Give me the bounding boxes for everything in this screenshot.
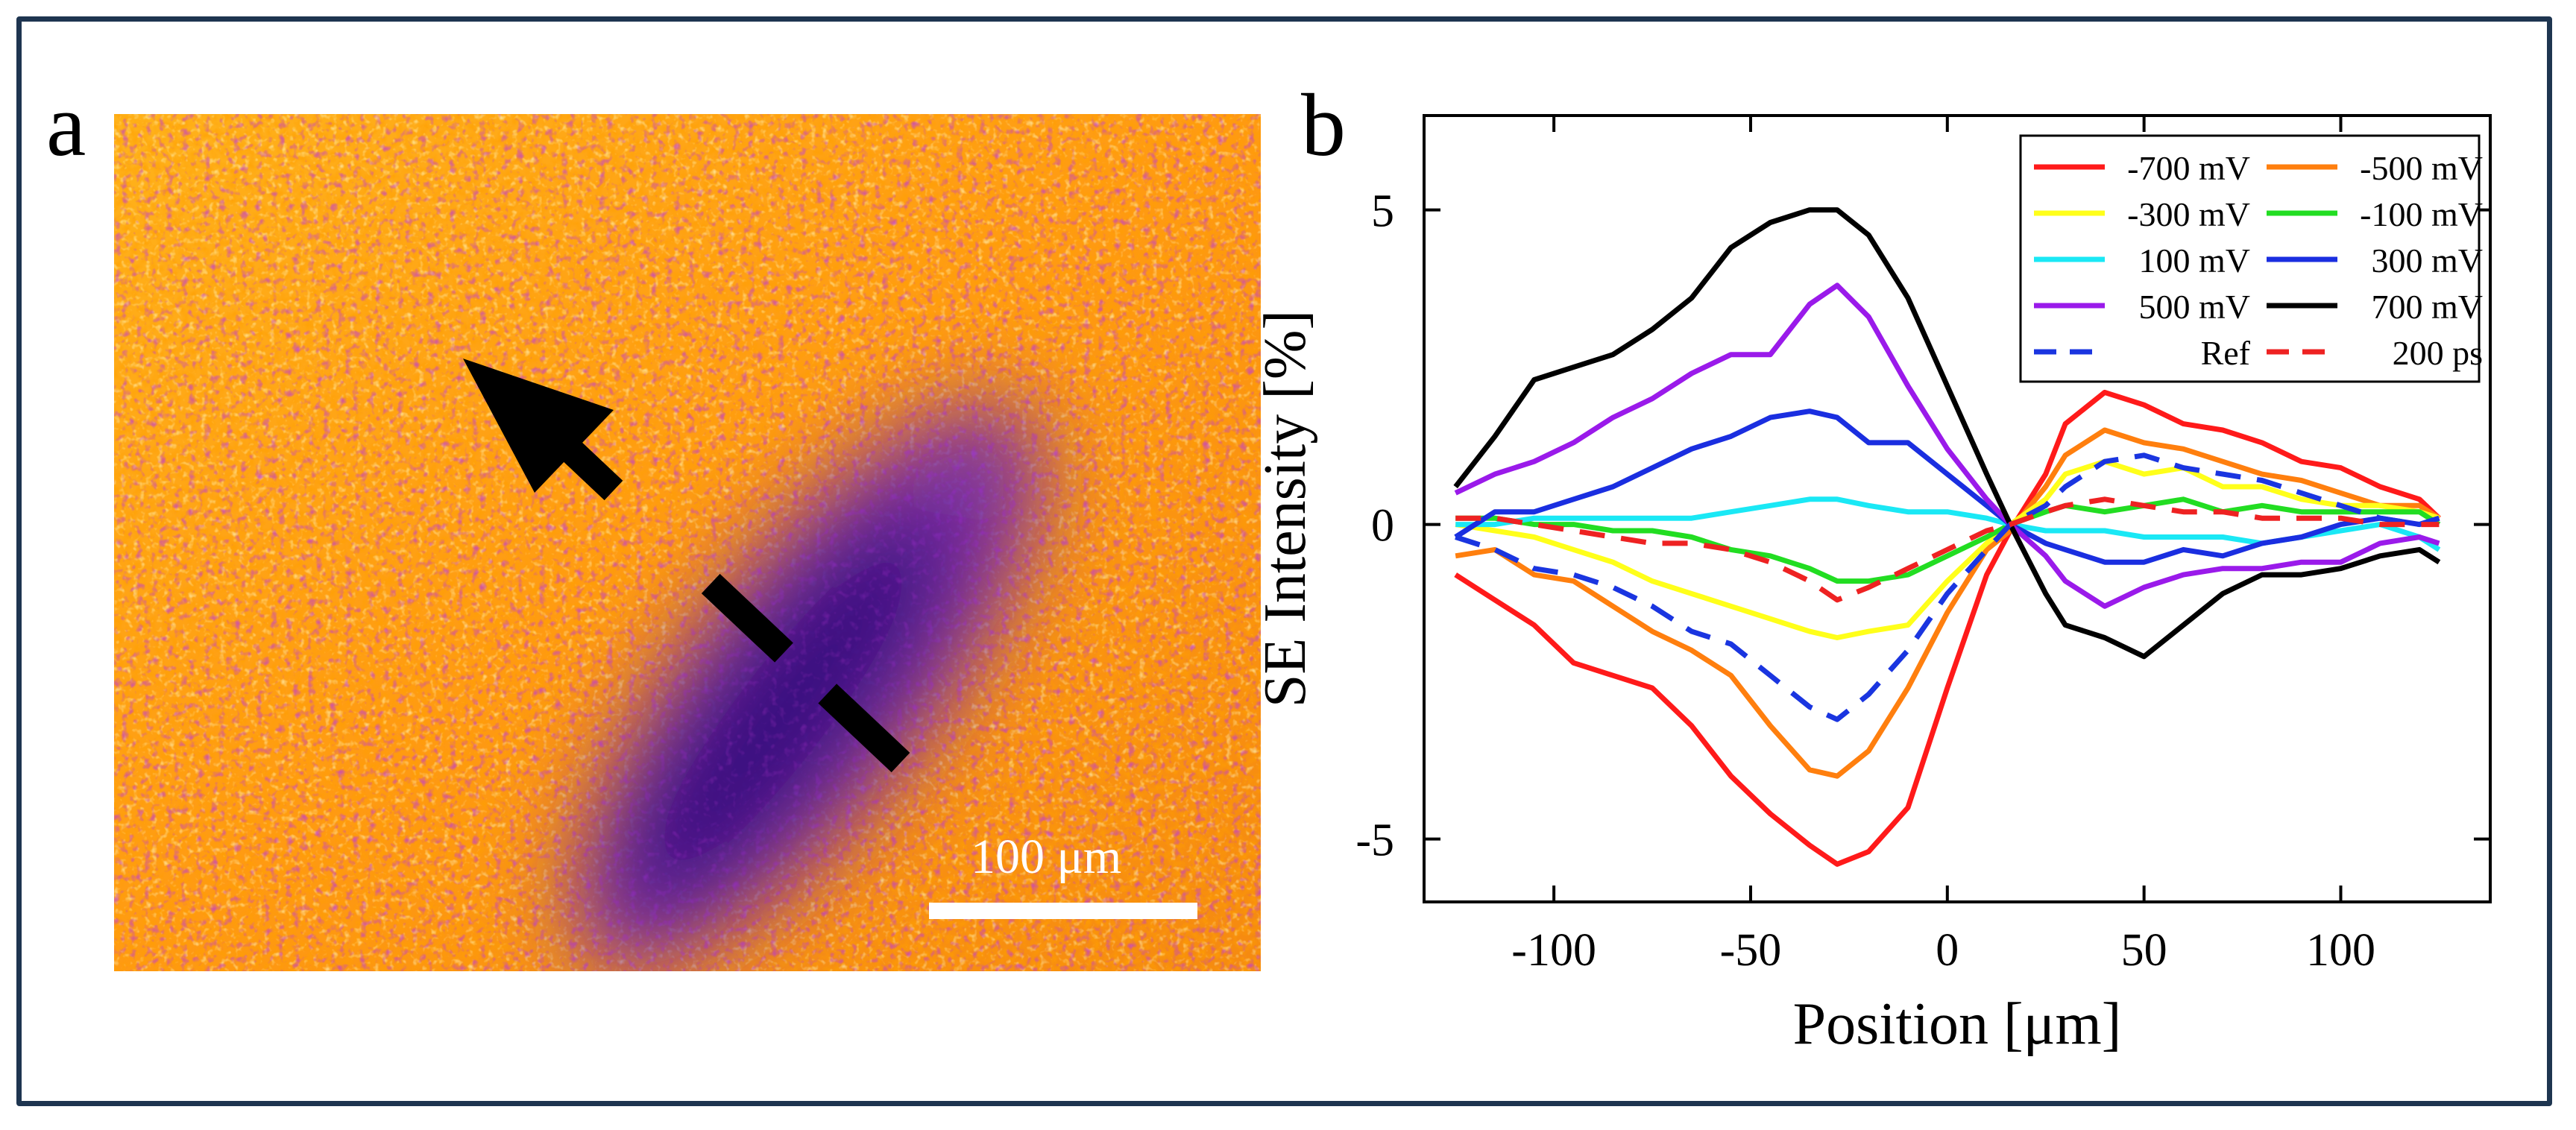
legend-label: Ref bbox=[2201, 334, 2251, 372]
legend-label: -500 mV bbox=[2360, 149, 2483, 187]
x-tick-label: 50 bbox=[2121, 925, 2167, 976]
x-tick-label: -100 bbox=[1511, 925, 1596, 976]
y-tick-label: -5 bbox=[1355, 815, 1394, 866]
series-line-4 bbox=[1455, 496, 2441, 552]
scale-bar-label: 100 μm bbox=[971, 830, 1122, 884]
line-chart: -100 -50 0 50 100 -5 0 5 Position [μm] SE Intensi… bbox=[1253, 89, 2528, 1085]
legend-label: 500 mV bbox=[2139, 288, 2251, 326]
micrograph-image bbox=[114, 114, 1261, 971]
legend-label: -700 mV bbox=[2127, 149, 2250, 187]
y-tick-label: 5 bbox=[1371, 186, 1394, 237]
scale-bar bbox=[929, 903, 1197, 919]
series-line-8 bbox=[1455, 452, 2440, 722]
series-line-6 bbox=[1454, 282, 2440, 609]
panel-label-b: b bbox=[1301, 75, 1346, 174]
x-tick-label: 100 bbox=[2306, 925, 2375, 976]
legend-label: 300 mV bbox=[2372, 242, 2484, 280]
legend-label: 700 mV bbox=[2372, 288, 2484, 326]
panel-label-a: a bbox=[46, 75, 86, 174]
series-line-2 bbox=[1455, 458, 2440, 640]
series-line-9 bbox=[1455, 496, 2440, 603]
x-tick-label: 0 bbox=[1936, 925, 1959, 976]
x-axis-label: Position [μm] bbox=[1793, 991, 2122, 1057]
plot-frame bbox=[1423, 114, 2492, 903]
series-line-5 bbox=[1454, 408, 2440, 565]
series-line-0 bbox=[1454, 389, 2441, 867]
profile-arrow bbox=[463, 359, 910, 773]
series-line-7 bbox=[1453, 207, 2441, 660]
y-tick-label: 0 bbox=[1371, 501, 1394, 552]
y-axis-label: SE Intensity [%] bbox=[1260, 310, 1318, 707]
legend-label: 200 ps bbox=[2393, 334, 2483, 372]
figure-frame bbox=[16, 16, 2552, 1106]
x-tick-label: -50 bbox=[1720, 925, 1782, 976]
legend-label: -100 mV bbox=[2360, 195, 2483, 233]
series-line-1 bbox=[1455, 427, 2441, 779]
legend-label: 100 mV bbox=[2139, 242, 2251, 280]
series-line-3 bbox=[1455, 496, 2441, 584]
legend-label: -300 mV bbox=[2127, 195, 2250, 233]
